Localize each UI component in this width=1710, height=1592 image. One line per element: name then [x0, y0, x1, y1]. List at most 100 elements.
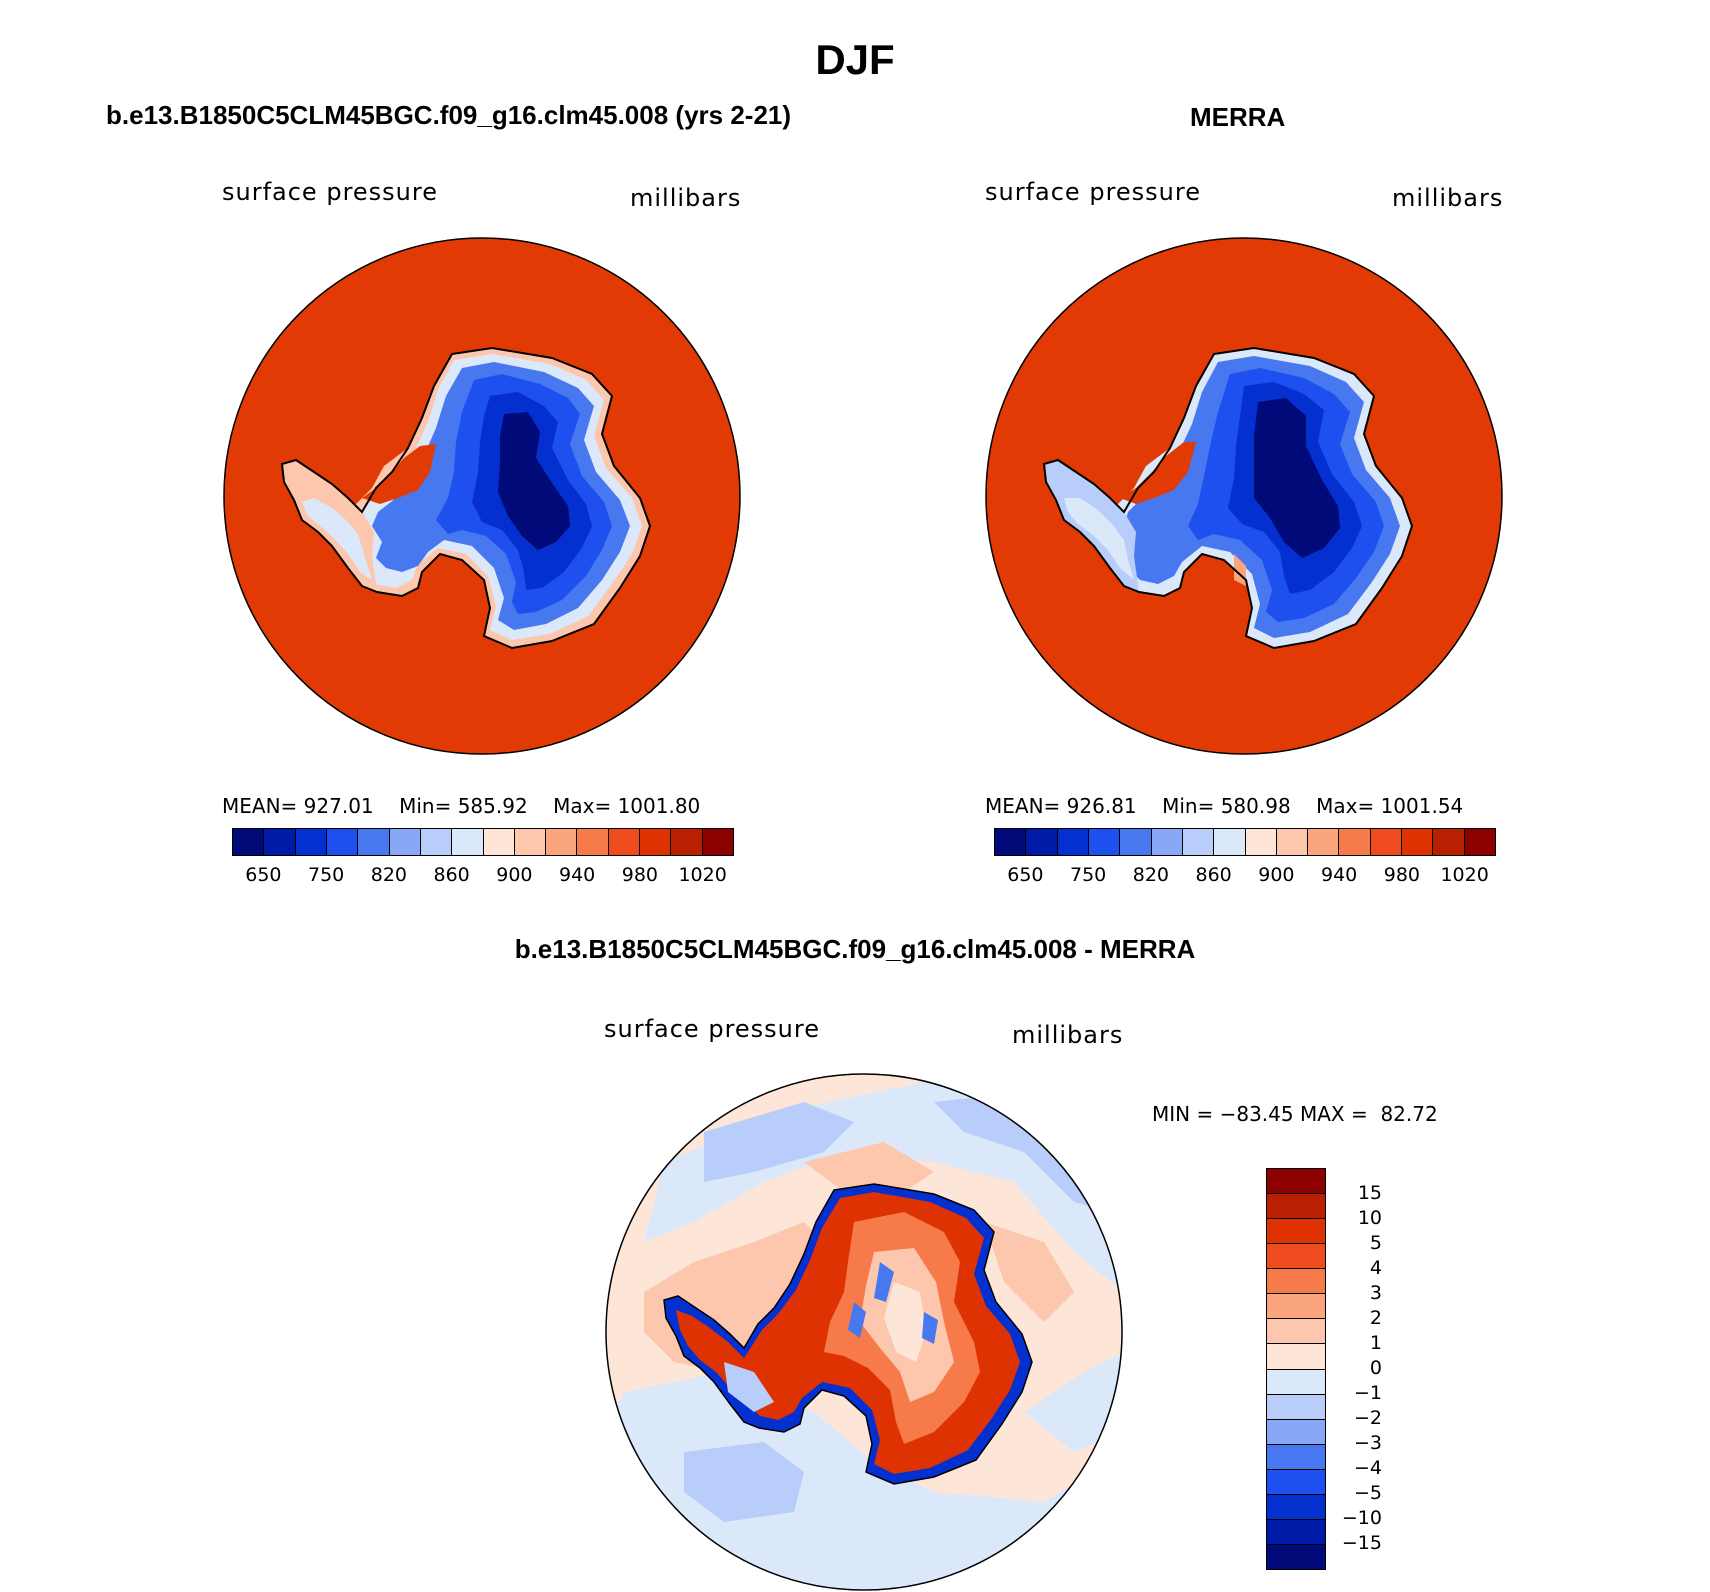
colorbar-tick-label: 1020: [678, 864, 727, 886]
colorbar-swatch: [1267, 1469, 1325, 1495]
colorbar-swatch: [1267, 1169, 1325, 1195]
colorbar-swatch: [1267, 1519, 1325, 1545]
colorbar-swatch: [671, 829, 703, 855]
colorbar-tick-label: −3: [1353, 1432, 1382, 1454]
colorbar-tick-label: −1: [1353, 1382, 1382, 1404]
colorbar-swatch: [1267, 1369, 1325, 1395]
colorbar-swatch: [1214, 829, 1246, 855]
colorbar-tick-label: 860: [433, 864, 470, 886]
colorbar-tick-label: 15: [1357, 1182, 1382, 1204]
colorbar-tick-label: 1: [1369, 1332, 1382, 1354]
colorbar-swatch: [1120, 829, 1152, 855]
colorbar-tick-label: 650: [245, 864, 282, 886]
colorbar-swatch: [1267, 1394, 1325, 1420]
colorbar-tick-label: 0: [1369, 1357, 1382, 1379]
colorbar-tick-label: 940: [558, 864, 596, 886]
panel-3-units-label: millibars: [1012, 1021, 1124, 1049]
colorbar-swatch: [1267, 1419, 1325, 1445]
colorbar-swatch: [640, 829, 672, 855]
colorbar-swatch: [326, 829, 359, 855]
colorbar-tick-label: 750: [307, 864, 345, 886]
colorbar-swatch: [1267, 1344, 1325, 1370]
colorbar-tick-label: −10: [1341, 1507, 1382, 1529]
colorbar-swatch: [1182, 829, 1215, 855]
colorbar-tick-label: 940: [1320, 864, 1358, 886]
panel-1-units-label: millibars: [630, 184, 742, 212]
colorbar-swatch: [577, 829, 609, 855]
panel-3-minmax: MIN = −83.45 MAX = 82.72: [1152, 1102, 1438, 1126]
panel-3-variable-label: surface pressure: [604, 1015, 820, 1043]
colorbar-swatch: [702, 829, 733, 855]
colorbar-swatch: [358, 829, 390, 855]
colorbar-tick-label: 2: [1369, 1307, 1382, 1329]
colorbar-swatch: [1245, 829, 1277, 855]
colorbar-tick-label: 750: [1069, 864, 1107, 886]
panel-2-colorbar: [994, 828, 1496, 856]
colorbar-swatch: [452, 829, 484, 855]
colorbar-tick-label: −4: [1353, 1457, 1382, 1479]
panel-2-colorbar-ticks: 650 750 820 860 900 940 980 1020: [994, 864, 1496, 888]
colorbar-swatch: [1267, 1219, 1325, 1245]
colorbar-tick-label: 650: [1007, 864, 1044, 886]
colorbar-tick-label: 900: [1258, 864, 1295, 886]
colorbar-tick-label: 820: [370, 864, 408, 886]
antarctica-field: [282, 348, 650, 648]
colorbar-swatch: [1267, 1244, 1325, 1270]
panel-2-stats: MEAN= 926.81 Min= 580.98 Max= 1001.54: [985, 794, 1464, 818]
antarctica-field: [1044, 348, 1412, 648]
colorbar-tick-label: −5: [1353, 1482, 1382, 1504]
colorbar-swatch: [546, 829, 578, 855]
colorbar-swatch: [420, 829, 453, 855]
colorbar-swatch: [1308, 829, 1340, 855]
colorbar-swatch: [514, 829, 547, 855]
map-border: [223, 237, 741, 755]
colorbar-tick-label: 5: [1369, 1232, 1382, 1254]
panel-2-title: MERRA: [1190, 102, 1286, 132]
colorbar-swatch: [1267, 1294, 1325, 1320]
colorbar-swatch: [1267, 1444, 1325, 1470]
colorbar-swatch: [483, 829, 515, 855]
panel-1-colorbar-ticks: 650 750 820 860 900 940 980 1020: [232, 864, 734, 888]
coastline: [280, 346, 652, 650]
colorbar-swatch: [608, 829, 641, 855]
colorbar-swatch: [1370, 829, 1403, 855]
colorbar-swatch: [1464, 829, 1495, 855]
colorbar-swatch: [1057, 829, 1089, 855]
colorbar-tick-label: 980: [621, 864, 659, 886]
panel-1-title: b.e13.B1850C5CLM45BGC.f09_g16.clm45.008 …: [106, 100, 792, 130]
colorbar-swatch: [1267, 1319, 1325, 1345]
colorbar-swatch: [1276, 829, 1309, 855]
map-border: [985, 237, 1503, 755]
colorbar-swatch: [295, 829, 327, 855]
colorbar-swatch: [1088, 829, 1121, 855]
colorbar-tick-label: 900: [496, 864, 533, 886]
colorbar-swatch: [995, 829, 1027, 855]
colorbar-swatch: [1339, 829, 1371, 855]
panel-2-map: [985, 237, 1503, 755]
colorbar-tick-label: −15: [1341, 1532, 1382, 1554]
panel-2-units-label: millibars: [1392, 184, 1504, 212]
coastline: [1042, 346, 1414, 650]
colorbar-swatch: [389, 829, 421, 855]
colorbar-swatch: [1151, 829, 1183, 855]
panel-1-variable-label: surface pressure: [222, 178, 438, 206]
colorbar-tick-label: 4: [1369, 1257, 1382, 1279]
colorbar-tick-label: 860: [1195, 864, 1232, 886]
colorbar-swatch: [1433, 829, 1465, 855]
panel-1-colorbar: [232, 828, 734, 856]
colorbar-tick-label: −2: [1353, 1407, 1382, 1429]
colorbar-swatch: [1267, 1544, 1325, 1569]
colorbar-tick-label: 3: [1369, 1282, 1382, 1304]
panel-2-variable-label: surface pressure: [985, 178, 1201, 206]
panel-3-map: [605, 1073, 1123, 1591]
colorbar-swatch: [1267, 1494, 1325, 1520]
colorbar-swatch: [233, 829, 265, 855]
colorbar-swatch: [1402, 829, 1434, 855]
colorbar-swatch: [1267, 1269, 1325, 1295]
panel-3-colorbar-ticks: 15 10 5 4 3 2 1 0 −1 −2 −3 −4 −5 −10 −15: [1330, 1168, 1410, 1568]
colorbar-tick-label: 10: [1357, 1207, 1382, 1229]
colorbar-tick-label: 980: [1383, 864, 1421, 886]
panel-3-title: b.e13.B1850C5CLM45BGC.f09_g16.clm45.008 …: [514, 934, 1196, 964]
colorbar-swatch: [1026, 829, 1058, 855]
difference-field: [606, 1082, 1122, 1590]
